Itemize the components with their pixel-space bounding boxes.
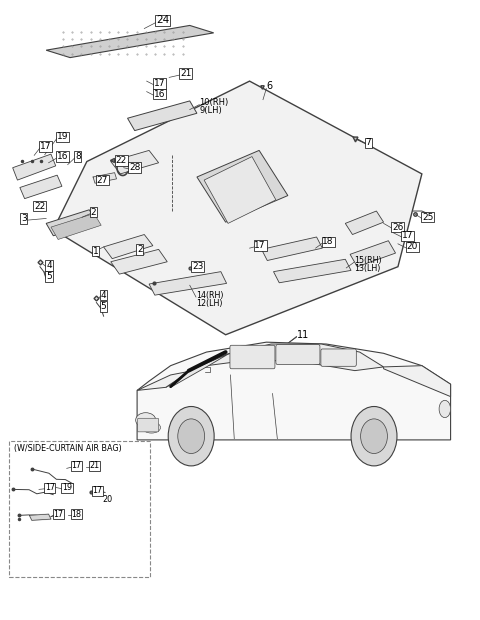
Polygon shape (128, 101, 197, 131)
FancyBboxPatch shape (276, 345, 320, 365)
Text: 21: 21 (89, 461, 99, 471)
Polygon shape (149, 272, 227, 295)
Text: 17: 17 (40, 142, 51, 151)
Polygon shape (104, 234, 153, 259)
Text: 9(LH): 9(LH) (199, 105, 222, 115)
Text: 10(RH): 10(RH) (199, 97, 228, 107)
Text: 17: 17 (402, 231, 413, 241)
Text: 25: 25 (422, 213, 433, 222)
Text: 20: 20 (407, 242, 418, 251)
Polygon shape (345, 211, 384, 234)
Text: 17: 17 (53, 510, 63, 519)
Text: 2: 2 (91, 208, 96, 217)
Polygon shape (53, 81, 422, 335)
FancyBboxPatch shape (230, 345, 275, 369)
Text: 17: 17 (72, 461, 82, 471)
Text: 3: 3 (21, 214, 26, 223)
Text: 22: 22 (34, 202, 46, 211)
Text: 21: 21 (180, 69, 192, 78)
Text: 16: 16 (57, 152, 69, 161)
Text: 1: 1 (93, 247, 98, 255)
Text: 24: 24 (156, 16, 169, 25)
Polygon shape (12, 154, 56, 180)
Polygon shape (93, 172, 117, 183)
Text: 19: 19 (62, 483, 72, 492)
Polygon shape (204, 157, 276, 223)
Text: 19: 19 (57, 132, 69, 141)
Polygon shape (137, 342, 451, 440)
Text: 2: 2 (137, 245, 143, 254)
Text: 17: 17 (254, 241, 266, 250)
Text: 18: 18 (72, 510, 82, 519)
Text: 20: 20 (102, 495, 112, 505)
Text: 4: 4 (100, 291, 106, 299)
Circle shape (178, 419, 204, 453)
Polygon shape (46, 25, 214, 58)
Polygon shape (46, 210, 96, 236)
Text: 27: 27 (96, 175, 108, 185)
Polygon shape (274, 259, 351, 283)
Ellipse shape (439, 401, 451, 418)
Polygon shape (51, 213, 101, 239)
Text: 15(RH): 15(RH) (354, 256, 382, 265)
Text: (W/SIDE-CURTAIN AIR BAG): (W/SIDE-CURTAIN AIR BAG) (14, 444, 122, 453)
Ellipse shape (143, 422, 160, 433)
Text: 17: 17 (93, 486, 103, 495)
FancyBboxPatch shape (321, 349, 356, 366)
Text: 13(LH): 13(LH) (354, 264, 380, 273)
Polygon shape (350, 241, 396, 267)
Text: 5: 5 (46, 272, 52, 281)
Polygon shape (384, 366, 451, 397)
Text: 7: 7 (365, 138, 371, 148)
Text: 14(RH): 14(RH) (196, 291, 224, 299)
Text: 4: 4 (46, 261, 52, 270)
Ellipse shape (136, 413, 156, 428)
Polygon shape (262, 237, 323, 260)
Text: 5: 5 (100, 302, 106, 311)
Polygon shape (111, 151, 158, 174)
Polygon shape (137, 371, 190, 391)
Polygon shape (166, 344, 384, 388)
Circle shape (351, 407, 397, 466)
Polygon shape (170, 353, 229, 388)
Text: 11: 11 (297, 330, 309, 340)
Circle shape (168, 407, 214, 466)
Polygon shape (111, 249, 167, 274)
Polygon shape (20, 175, 62, 198)
Text: 12(LH): 12(LH) (196, 299, 222, 308)
Polygon shape (197, 151, 288, 222)
Text: 16: 16 (154, 90, 165, 99)
Text: 6: 6 (266, 81, 273, 91)
Text: 18: 18 (323, 237, 334, 247)
Text: 23: 23 (192, 262, 204, 271)
Text: 28: 28 (129, 163, 140, 172)
Circle shape (360, 419, 387, 453)
Text: 26: 26 (392, 223, 404, 232)
FancyBboxPatch shape (138, 418, 158, 432)
Text: 17: 17 (45, 483, 55, 492)
Text: 17: 17 (154, 79, 165, 88)
Text: 8: 8 (75, 152, 81, 161)
Text: 22: 22 (116, 156, 127, 165)
Polygon shape (29, 514, 51, 520)
